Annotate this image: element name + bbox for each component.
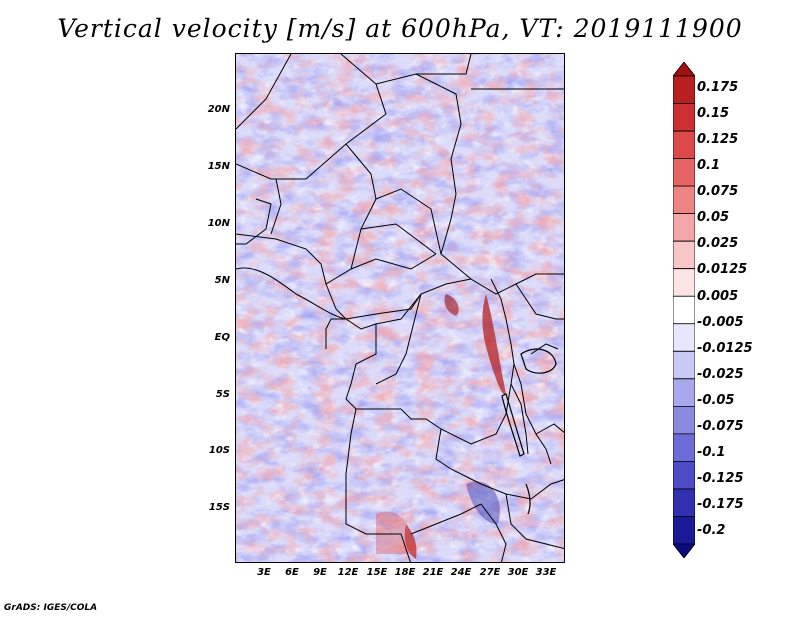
lon-label-9e: 9E [313,567,327,578]
map-panel [235,53,565,563]
colorbar-label: -0.0125 [697,341,753,356]
lat-label-eq: EQ [214,332,230,343]
colorbar-label: 0.15 [697,106,730,121]
map-title: Vertical velocity [m/s] at 600hPa, VT: 2… [57,14,743,43]
lat-label-10s: 10S [208,445,230,456]
colorbar-label: 0.005 [697,289,739,304]
colorbar-label: -0.025 [697,367,744,382]
lat-label-10n: 10N [207,218,230,229]
colorbar-label: -0.075 [697,419,744,434]
colorbar-label: 0.05 [697,210,730,225]
colorbar-label: 0.025 [697,236,739,251]
lon-label-6e: 6E [285,567,299,578]
colorbar-segment [673,543,695,558]
country-borders [236,54,564,562]
colorbar [673,62,695,558]
colorbar-segment [673,461,695,490]
lat-label-20n: 20N [207,104,230,115]
lakes [501,348,557,515]
colorbar-label: -0.125 [697,471,744,486]
colorbar-segment [673,213,695,242]
colorbar-segment [673,405,695,435]
lat-label-5n: 5N [214,275,230,286]
colorbar-segment [673,75,695,104]
lon-label-33e: 33E [535,567,557,578]
colorbar-label: 0.125 [697,132,739,147]
colorbar-segment [673,488,695,517]
colorbar-segment [673,323,695,352]
colorbar-segment [673,130,695,159]
lon-label-24e: 24E [450,567,472,578]
lon-label-27e: 27E [479,567,501,578]
lon-label-30e: 30E [507,567,529,578]
lat-label-5s: 5S [215,389,230,400]
colorbar-segment [673,295,695,325]
colorbar-segment [673,268,695,297]
colorbar-label: 0.175 [697,80,739,95]
colorbar-label: -0.05 [697,393,735,408]
lon-label-12e: 12E [337,567,359,578]
colorbar-label: 0.1 [697,158,721,173]
colorbar-segment [673,516,695,545]
grads-credit: GrADS: IGES/COLA [4,603,98,613]
colorbar-segment [673,433,695,462]
lon-label-3e: 3E [257,567,271,578]
colorbar-segment [673,240,695,270]
lat-label-15n: 15N [207,161,230,172]
colorbar-segment [673,158,695,187]
lon-label-21e: 21E [422,567,444,578]
lat-label-15s: 15S [208,502,230,513]
strong-ascent-areas [376,294,506,559]
lon-label-18e: 18E [394,567,416,578]
colorbar-segment [673,185,695,215]
colorbar-label: -0.175 [697,497,744,512]
vertical-velocity-field [236,54,564,562]
colorbar-label: -0.1 [697,445,726,460]
lon-label-15e: 15E [366,567,388,578]
colorbar-segment [673,103,695,132]
colorbar-segment [673,62,695,77]
colorbar-label: 0.075 [697,184,739,199]
coastline [236,267,347,320]
colorbar-label: -0.2 [697,523,726,538]
colorbar-label: 0.0125 [697,262,748,277]
colorbar-label: -0.005 [697,315,744,330]
colorbar-segment [673,350,695,380]
colorbar-segment [673,378,695,407]
